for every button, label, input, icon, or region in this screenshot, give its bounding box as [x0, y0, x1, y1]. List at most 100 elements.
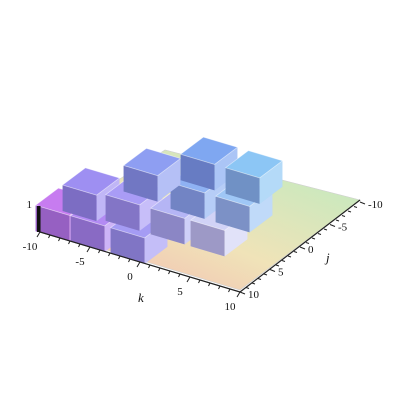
j-tick-label: -10 — [368, 199, 383, 211]
plateau-top-face — [224, 150, 284, 179]
j-minor-tick — [263, 273, 268, 276]
k-minor-tick — [198, 279, 201, 284]
j-minor-tick — [335, 219, 340, 222]
k-axis: -10 -5 0 5 10 k — [23, 231, 241, 313]
j-axis-ticks: -10 -5 0 5 10 — [239, 199, 383, 301]
plateau-front-shade — [70, 215, 105, 252]
plateau-side-face — [259, 160, 283, 204]
j-minor-tick — [275, 264, 280, 267]
j-minor-tick — [323, 228, 328, 231]
plateau-top-face — [179, 136, 239, 165]
k-tick-mark — [236, 291, 241, 298]
plateau-front-face — [123, 165, 158, 202]
j-minor-tick — [287, 255, 292, 258]
k-axis-label: k — [138, 290, 144, 305]
plateau-blocks — [34, 136, 284, 264]
j-tick-mark — [359, 201, 366, 205]
k-minor-tick — [48, 234, 51, 239]
j-axis: -10 -5 0 5 10 j — [239, 199, 383, 301]
plateau-front-face — [35, 205, 70, 242]
plateau-front-face — [105, 194, 140, 231]
j-tick-mark — [329, 224, 336, 227]
plateau-top-face — [61, 167, 121, 196]
j-minor-tick — [251, 282, 256, 285]
k-minor-tick — [158, 267, 161, 272]
j-tick-mark — [239, 291, 246, 295]
k-minor-tick — [228, 288, 231, 293]
k-tick-label: 0 — [127, 271, 133, 283]
j-tick-label: 0 — [308, 244, 314, 256]
j-minor-tick — [317, 233, 322, 235]
j-minor-tick — [293, 251, 298, 253]
plateau-side-shade — [157, 158, 181, 202]
plateau-block — [179, 136, 239, 191]
plateau-front-shade — [170, 182, 205, 219]
k-minor-tick — [78, 243, 81, 248]
plateau-front-face — [150, 208, 185, 245]
k-minor-tick — [128, 258, 131, 263]
plateau-side-face — [157, 158, 181, 202]
k-minor-tick — [98, 249, 101, 254]
j-minor-tick — [281, 260, 286, 262]
j-minor-tick — [353, 206, 358, 208]
j-tick-label: 5 — [278, 267, 284, 279]
k-minor-tick — [108, 252, 111, 257]
plateau-front-shade — [62, 184, 97, 222]
k-minor-tick — [68, 240, 71, 245]
k-axis-ticks: -10 -5 0 5 10 — [23, 231, 241, 313]
plateau-front-shade — [110, 227, 145, 264]
k-minor-tick — [58, 237, 61, 242]
j-minor-tick — [341, 215, 346, 217]
k-minor-tick — [118, 255, 121, 260]
k-minor-tick — [148, 264, 151, 269]
k-tick-label: 10 — [225, 301, 237, 313]
plateau-front-face — [110, 227, 145, 264]
plateau-front-face — [70, 215, 105, 252]
k-minor-tick — [168, 270, 171, 275]
j-minor-tick — [305, 242, 310, 244]
plateau-front-shade — [123, 165, 158, 202]
j-minor-tick — [347, 210, 352, 213]
k-tick-mark — [86, 246, 91, 253]
plateau-front-shade — [105, 194, 140, 231]
plateau-side-shade — [259, 160, 283, 204]
k-tick-mark — [36, 231, 41, 238]
k-tick-mark — [136, 261, 141, 268]
plateau-front-shade — [35, 205, 70, 242]
j-axis-line — [239, 199, 361, 293]
j-tick-mark — [269, 269, 276, 272]
plateau-front-shade — [215, 196, 250, 233]
plateau-front-shade — [225, 167, 260, 204]
plateau-side-face — [249, 189, 273, 233]
j-axis-label: j — [324, 250, 330, 265]
plateau-top-face — [122, 147, 182, 177]
z-axis: 1 — [27, 199, 41, 232]
j-tick-mark — [299, 246, 306, 250]
plateau-front-shade — [180, 154, 215, 191]
j-minor-tick — [257, 278, 262, 280]
plateau-front-shade — [190, 220, 225, 257]
plateau-front-face — [190, 220, 225, 257]
z-tick-label: 1 — [27, 199, 33, 211]
j-minor-tick — [245, 287, 250, 289]
k-minor-tick — [218, 285, 221, 290]
plateau-front-face — [225, 167, 260, 204]
j-tick-label: 10 — [248, 289, 260, 301]
plateau-front-face — [215, 196, 250, 233]
k-tick-mark — [186, 276, 191, 283]
plateau-front-face — [170, 182, 205, 219]
z-axis-bar — [37, 206, 40, 232]
z-axis-ticks: 1 — [27, 199, 33, 211]
k-minor-tick — [178, 273, 181, 278]
plateau-side-shade — [249, 189, 273, 233]
k-tick-label: -10 — [23, 241, 38, 253]
plateau-block — [224, 150, 284, 204]
j-minor-tick — [311, 237, 316, 240]
k-tick-label: -5 — [75, 256, 85, 268]
k-tick-label: 5 — [177, 286, 183, 298]
j-tick-label: -5 — [338, 222, 348, 234]
plateau-front-shade — [150, 208, 185, 245]
k-minor-tick — [208, 282, 211, 287]
plateau-front-face — [180, 154, 215, 191]
